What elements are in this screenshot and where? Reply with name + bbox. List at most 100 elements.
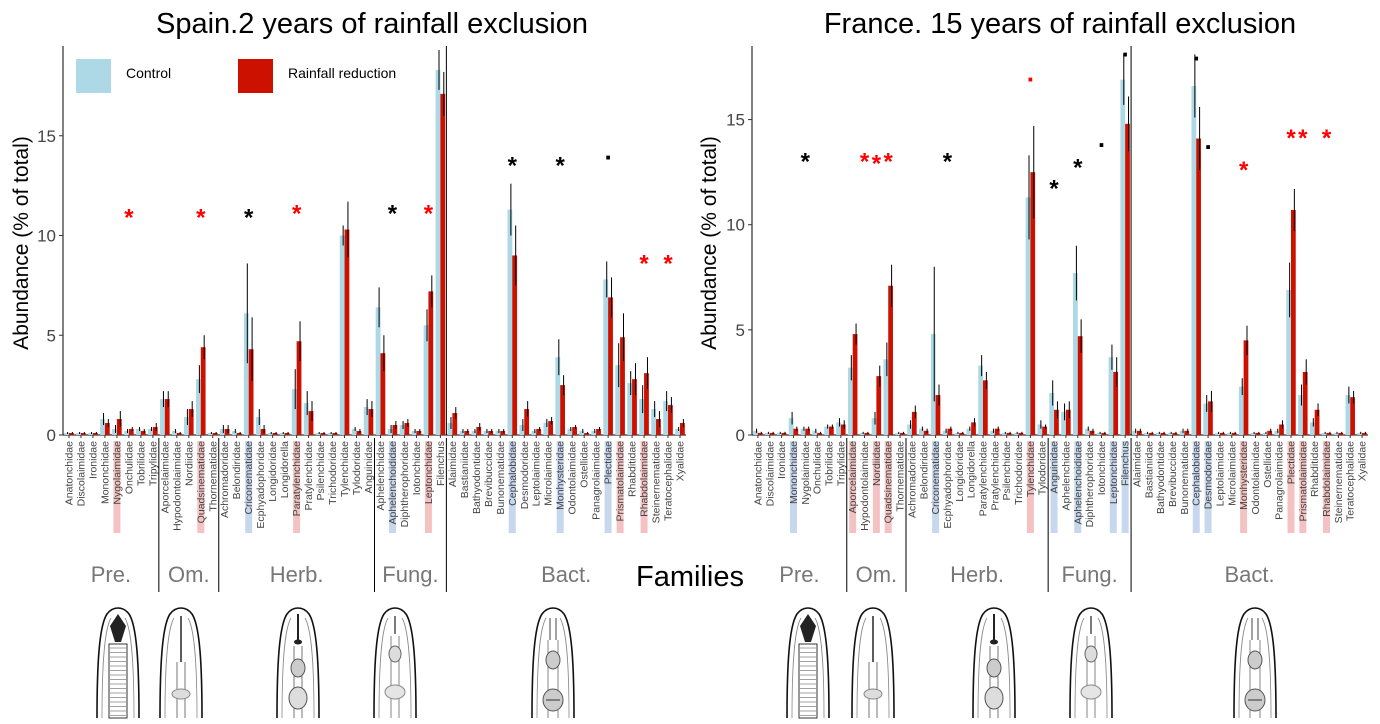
body-outline <box>1069 607 1113 719</box>
significance-star: * <box>292 201 302 228</box>
significance-star: * <box>884 148 894 175</box>
significance-star: * <box>1073 155 1083 182</box>
fungivore-nematode-icon <box>1069 607 1113 719</box>
significance-star: * <box>801 148 811 175</box>
group-label: Fung. <box>382 562 438 587</box>
x-tick-label: Aporcelaimidae <box>159 441 171 514</box>
bar-reduction <box>1089 430 1095 435</box>
x-tick-label: Longidorella <box>279 441 291 498</box>
x-tick-label: Hypodontolaimidae <box>171 441 183 531</box>
trophic-groups: Pre. Om. Herb. Fung. Bact. <box>91 46 591 592</box>
x-tick-label: Pratylenchidae <box>989 441 1001 511</box>
x-tick-label: Criconematidae <box>930 441 942 515</box>
x-tick-label: Cephalobidae <box>1191 441 1203 506</box>
bar-reduction <box>757 432 763 435</box>
group-label: Fung. <box>1061 562 1117 587</box>
bar-control <box>195 379 201 435</box>
x-tick-label: Iotonchidae <box>411 441 423 495</box>
bar-reduction <box>620 337 625 435</box>
group-label: Om. <box>856 562 898 587</box>
bar-reduction <box>524 409 530 435</box>
bars <box>64 49 685 435</box>
x-tick-label: Leptolaimidae <box>531 441 543 507</box>
bar-reduction <box>152 427 158 435</box>
cuticle <box>1238 617 1272 719</box>
label-highlight <box>1240 441 1248 533</box>
bar-control <box>1132 430 1137 435</box>
x-tick-label: Leptonchidae <box>1108 441 1120 504</box>
bar-reduction <box>1243 340 1249 435</box>
x-tick-label: Mononchidae <box>99 441 111 504</box>
cuticle <box>378 617 412 719</box>
x-tick-label: Nygolaimidae <box>111 441 123 505</box>
y-tick-label: 0 <box>736 426 745 445</box>
basal-bulb <box>288 686 308 710</box>
x-tick-label: Steinernematidae <box>651 441 663 523</box>
bar-reduction <box>668 405 673 435</box>
x-tick-label: Bathyodontidae <box>471 441 483 514</box>
bar-reduction <box>1006 432 1012 435</box>
cuticle <box>281 617 315 719</box>
x-tick-label: Steinernematidae <box>1333 441 1345 523</box>
bar-control <box>930 334 936 435</box>
x-tick-label: Teratocephalidae <box>663 441 675 521</box>
x-tick-label: Criconematidae <box>243 441 255 515</box>
panel-france: France. 15 years of rainfall exclusion A… <box>698 8 1369 592</box>
significance-marks: * * * * *.**.. ..** * * <box>801 33 1332 203</box>
x-tick-label: Tylodoridae <box>351 441 363 495</box>
body-outline <box>531 607 575 719</box>
oesophagus <box>798 643 818 719</box>
x-tick-label: Brevibuccidae <box>483 441 495 507</box>
y-tick-label: 5 <box>736 321 745 340</box>
bar-reduction <box>1184 430 1190 435</box>
significance-dot: . <box>1027 58 1034 88</box>
body-outline <box>159 607 203 719</box>
label-highlight <box>872 441 880 533</box>
bar-control <box>160 399 165 435</box>
bar-reduction <box>308 411 314 435</box>
x-tick-label: Tripylidae <box>835 441 847 486</box>
bar-control <box>112 429 117 435</box>
y-tick-label: 15 <box>726 111 745 130</box>
bar-reduction <box>548 421 554 435</box>
group-label: Herb. <box>950 562 1004 587</box>
x-tick-label: Bunonematidae <box>495 441 507 515</box>
bar-control <box>1321 432 1327 435</box>
x-tick-label: Tobrilidae <box>135 441 147 486</box>
legend: Control Rainfall reduction <box>76 59 396 93</box>
bar-reduction <box>452 413 458 435</box>
bar-control <box>591 431 597 435</box>
basal-bulb <box>984 686 1004 710</box>
label-highlights <box>789 441 1331 533</box>
x-tick-label: Rhabdolaimidae <box>1321 441 1333 517</box>
label-highlight <box>789 441 797 533</box>
bar-control <box>136 429 141 435</box>
bar-control <box>543 423 549 435</box>
label-highlight <box>388 441 396 533</box>
bacterivore-nematode-icon <box>531 607 575 719</box>
label-highlight <box>1109 441 1117 533</box>
x-tick-label: Xyalidae <box>675 441 687 481</box>
bar-reduction <box>1160 432 1166 435</box>
bar-control <box>603 279 609 435</box>
label-highlight <box>113 441 121 533</box>
bar-reduction <box>817 432 822 435</box>
bar-control <box>363 407 369 435</box>
x-tick-label: Rhabditidae <box>1309 441 1321 497</box>
bar-control <box>1250 432 1256 435</box>
bar-control <box>895 432 901 435</box>
x-tick-label: Ironidae <box>87 441 99 479</box>
bar-reduction <box>464 431 470 435</box>
x-axis-label: Families <box>636 561 744 593</box>
y-tick-label: 5 <box>47 326 56 345</box>
x-tick-label: Belondiridae <box>231 441 243 500</box>
x-tick-label: Bathyodontidae <box>1155 441 1167 514</box>
bar-control <box>871 418 877 435</box>
x-tick-label: Aporcelaimidae <box>847 441 859 514</box>
stoma-tooth <box>110 614 126 642</box>
bar-reduction <box>632 379 637 435</box>
bar-reduction <box>983 380 988 435</box>
bar-control <box>1073 273 1078 435</box>
bar-reduction <box>1208 401 1213 435</box>
x-tick-label: Diphtherophoridae <box>1084 441 1096 528</box>
